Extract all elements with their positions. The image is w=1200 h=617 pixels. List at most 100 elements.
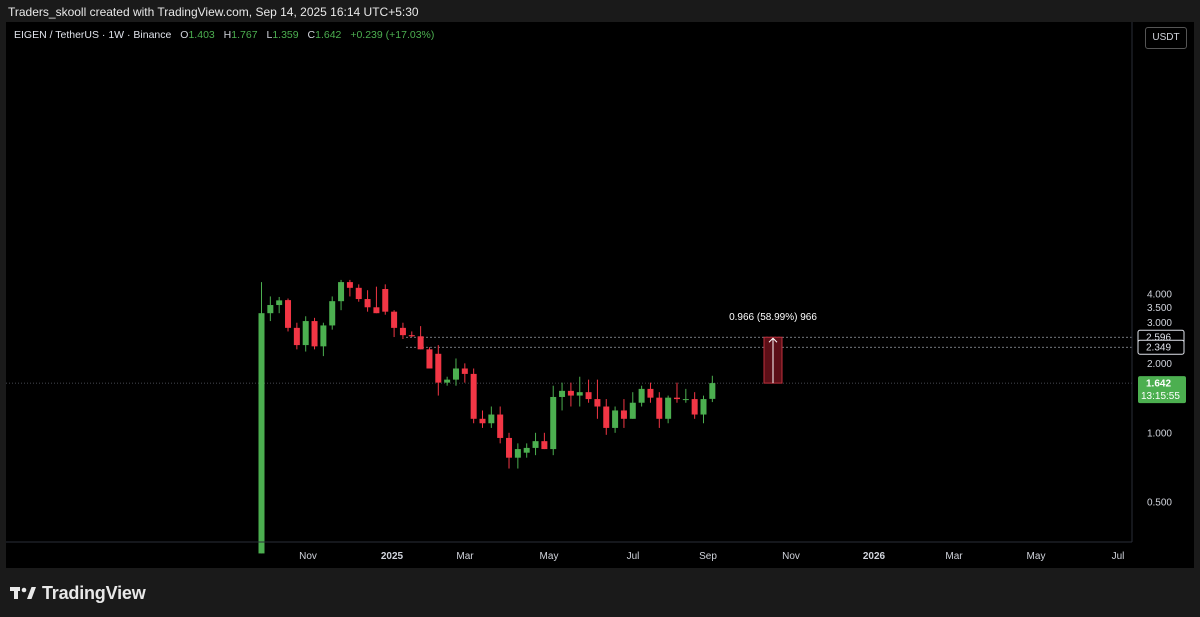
candle-body: [267, 305, 274, 314]
change-value: +0.239 (+17.03%): [350, 29, 435, 41]
candle[interactable]: [461, 363, 468, 383]
candle[interactable]: [276, 296, 283, 314]
candle-body: [559, 390, 566, 397]
price-tick-label: 2.000: [1147, 359, 1172, 370]
candle[interactable]: [550, 385, 557, 456]
high-label: H: [223, 29, 232, 41]
candle[interactable]: [382, 284, 389, 315]
candle-body: [346, 282, 353, 288]
candle[interactable]: [594, 379, 601, 419]
candle-body: [461, 368, 468, 374]
candle[interactable]: [452, 358, 459, 386]
candle-body: [338, 282, 345, 302]
low-label: L: [266, 29, 273, 41]
candle[interactable]: [709, 375, 716, 403]
candle[interactable]: [391, 310, 398, 338]
candle-body: [576, 392, 583, 396]
candle[interactable]: [629, 392, 636, 419]
candle-body: [638, 388, 645, 403]
candle[interactable]: [426, 347, 433, 369]
time-tick-label: Nov: [299, 551, 317, 562]
current-price-tag: [1138, 376, 1186, 404]
candle-body: [408, 335, 415, 337]
candle[interactable]: [532, 432, 539, 456]
candle[interactable]: [373, 286, 380, 314]
tradingview-brand: TradingView: [42, 582, 146, 603]
close-value: 1.642: [315, 29, 342, 41]
candle[interactable]: [585, 379, 592, 403]
candle[interactable]: [355, 284, 362, 302]
candle[interactable]: [673, 382, 680, 403]
price-tick-label: 3.500: [1147, 303, 1172, 314]
candle[interactable]: [320, 322, 327, 357]
candle[interactable]: [435, 345, 442, 396]
measure-arrow-head: [768, 337, 778, 343]
candle[interactable]: [338, 279, 345, 311]
candles: [258, 279, 716, 554]
candle[interactable]: [285, 298, 292, 332]
candle[interactable]: [567, 382, 574, 407]
price-tick-label: 0.500: [1147, 498, 1172, 509]
price-tick-label: 1.000: [1147, 428, 1172, 439]
tradingview-footer[interactable]: TradingView: [10, 582, 146, 604]
candle[interactable]: [620, 399, 627, 428]
candle[interactable]: [541, 432, 548, 450]
candle[interactable]: [329, 296, 336, 330]
candle-body: [391, 311, 398, 328]
candle-body: [682, 399, 689, 401]
candle[interactable]: [665, 395, 672, 424]
price-axis: 0.5001.0001.5002.0002.5003.0003.5004.000…: [1131, 22, 1186, 542]
candle[interactable]: [399, 322, 406, 340]
candle[interactable]: [302, 316, 309, 352]
candle[interactable]: [346, 279, 353, 297]
candle-body: [541, 441, 548, 450]
candle[interactable]: [408, 331, 415, 338]
low-value: 1.359: [272, 29, 299, 41]
candle-body: [629, 402, 636, 419]
candle-body: [373, 307, 380, 314]
candle[interactable]: [444, 376, 451, 386]
bar-countdown: 13:15:55: [1141, 391, 1180, 402]
candle[interactable]: [656, 392, 663, 428]
candle-body: [665, 397, 672, 419]
time-tick-label: May: [540, 551, 559, 562]
candle[interactable]: [647, 382, 654, 403]
candle-body: [612, 410, 619, 428]
candle-body: [426, 349, 433, 369]
candle[interactable]: [700, 395, 707, 424]
currency-button[interactable]: USDT: [1145, 27, 1187, 49]
candle[interactable]: [258, 282, 265, 554]
candle-body: [594, 399, 601, 407]
candle-body: [523, 447, 530, 453]
candle[interactable]: [523, 443, 530, 458]
candle-body: [700, 399, 707, 415]
candle[interactable]: [311, 317, 318, 350]
candlestick-chart[interactable]: 0.966 (58.99%) 966 0.5001.0001.5002.0002…: [6, 22, 1194, 568]
candle[interactable]: [603, 399, 610, 435]
candle[interactable]: [488, 406, 495, 428]
candle-body: [258, 313, 265, 554]
candle[interactable]: [364, 290, 371, 312]
candle-body: [620, 410, 627, 419]
candle[interactable]: [417, 326, 424, 350]
open-label: O: [180, 29, 189, 41]
candle[interactable]: [497, 406, 504, 444]
candle[interactable]: [559, 382, 566, 411]
candle[interactable]: [470, 368, 477, 424]
candle[interactable]: [576, 376, 583, 407]
candle[interactable]: [682, 388, 689, 403]
candle-body: [399, 327, 406, 336]
close-label: C: [307, 29, 316, 41]
chart-area[interactable]: 0.966 (58.99%) 966 0.5001.0001.5002.0002…: [6, 22, 1194, 568]
candle[interactable]: [293, 322, 300, 350]
candle[interactable]: [612, 406, 619, 433]
candle[interactable]: [267, 296, 274, 322]
high-value: 1.767: [231, 29, 258, 41]
candle[interactable]: [514, 443, 521, 469]
candle[interactable]: [479, 410, 486, 428]
candle[interactable]: [506, 432, 513, 469]
time-tick-label: 2026: [863, 551, 886, 562]
measure-label: 0.966 (58.99%) 966: [729, 312, 817, 323]
candle[interactable]: [638, 385, 645, 407]
candle[interactable]: [691, 392, 698, 419]
